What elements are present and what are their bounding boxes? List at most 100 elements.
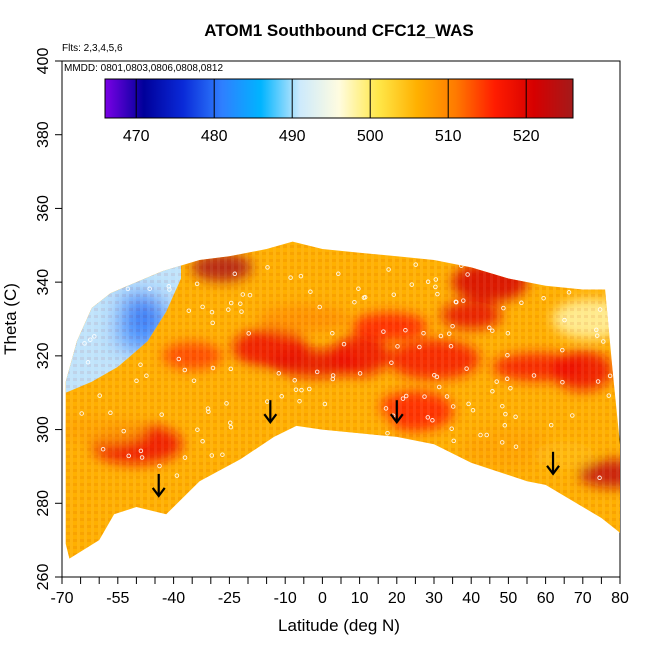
sample-point (504, 376, 510, 382)
sample-point (138, 448, 144, 454)
sample-point (519, 300, 524, 306)
sample-point (560, 379, 565, 385)
sample-point (395, 344, 400, 349)
x-axis: -70 -55 -40 -25 -10 0 10 20 30 40 50 60 70 80 (50, 577, 629, 607)
sample-point (228, 424, 234, 430)
sample-point (606, 393, 612, 398)
sample-point (238, 301, 243, 306)
colorbar-tick-label: 510 (435, 128, 462, 145)
sample-point (374, 463, 379, 469)
sample-point (85, 360, 91, 365)
sample-point (381, 329, 386, 334)
sample-point (209, 309, 215, 315)
sample-point (224, 401, 229, 406)
sample-point (403, 393, 409, 399)
sample-point (570, 413, 575, 418)
down-arrow (263, 400, 278, 425)
sample-point (314, 369, 320, 375)
sample-point (448, 343, 454, 349)
sample-point (513, 444, 519, 449)
sample-point (560, 347, 565, 353)
sample-point (433, 277, 439, 282)
sample-point (336, 271, 341, 277)
x-tick-label: 30 (425, 590, 443, 607)
colorbar-tick-label: 500 (357, 128, 384, 145)
sample-point (126, 453, 131, 459)
x-tick-label: 0 (318, 590, 327, 607)
sample-point (465, 272, 470, 277)
sample-point (341, 341, 347, 347)
sample-point (470, 407, 476, 413)
sample-point (200, 304, 205, 310)
sample-point (562, 317, 567, 323)
sample-point (422, 394, 427, 399)
sample-point (209, 453, 215, 458)
sample-point (362, 295, 368, 300)
sample-point (487, 325, 492, 331)
sample-point (299, 387, 304, 393)
sample-point (292, 378, 297, 383)
sample-point (82, 341, 87, 346)
sample-point (191, 378, 197, 383)
sample-point (100, 446, 106, 452)
sample-point (490, 328, 495, 333)
sample-point (200, 439, 205, 444)
sample-point (432, 372, 437, 378)
sample-point (232, 271, 238, 277)
sample-point (464, 366, 469, 371)
sample-point (601, 339, 606, 344)
sample-point (403, 327, 408, 333)
sample-point (357, 371, 363, 376)
sample-point (98, 263, 103, 268)
sample-point (454, 299, 459, 305)
sample-point (125, 286, 131, 292)
y-axis: 260 280 300 320 340 360 380 400 (35, 48, 62, 590)
sample-point (431, 481, 437, 486)
x-tick-label: -25 (218, 590, 241, 607)
sample-point (433, 453, 438, 458)
sample-point (409, 282, 415, 287)
sample-point (228, 366, 234, 372)
sample-point (307, 386, 312, 392)
sample-point (247, 292, 253, 298)
sample-point (265, 399, 270, 404)
sample-point (298, 434, 303, 439)
sample-point (430, 418, 435, 423)
sample-point (226, 307, 231, 312)
sample-point (383, 406, 389, 411)
sample-point (484, 432, 489, 438)
sample-point (499, 440, 505, 445)
arrow-markers (151, 400, 560, 498)
sample-point (595, 379, 601, 384)
sample-point (440, 453, 445, 459)
sample-point (240, 292, 246, 297)
sample-point (417, 344, 422, 350)
sample-point (194, 281, 200, 287)
dates-note: MMDD: 0801,0803,0806,0808,0812 (64, 63, 223, 74)
sample-point (120, 276, 126, 281)
sample-point (246, 331, 251, 336)
sample-point (385, 430, 390, 436)
sample-point (305, 477, 310, 483)
sample-point (513, 414, 518, 420)
x-tick-label: -70 (50, 590, 73, 607)
sample-point (182, 455, 188, 460)
sample-point (97, 393, 102, 398)
sample-point (435, 291, 440, 297)
sample-point (574, 276, 579, 282)
sample-point (174, 473, 180, 478)
y-tick-label: 340 (35, 269, 52, 296)
sample-point (245, 456, 251, 462)
x-tick-label: 70 (574, 590, 592, 607)
x-tick-label: -40 (162, 590, 185, 607)
sample-point (88, 337, 93, 342)
sample-point (129, 265, 134, 271)
sample-point (195, 427, 200, 432)
sample-point (210, 365, 216, 371)
sample-point (298, 273, 304, 279)
sample-point (505, 330, 511, 336)
sample-point (228, 300, 234, 306)
sample-point (594, 327, 599, 333)
sample-point (450, 323, 455, 329)
y-tick-label: 360 (35, 195, 52, 222)
